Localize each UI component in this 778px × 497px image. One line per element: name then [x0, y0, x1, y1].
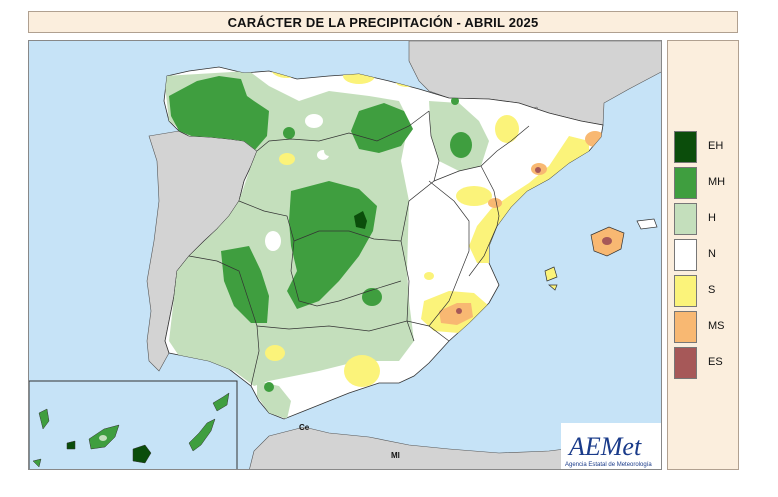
logo-subtitle: Agencia Estatal de Meteorología	[565, 462, 652, 468]
precipitation-map: Ce Ml AEMet Agencia Estatal de Meteorolo…	[28, 40, 662, 470]
border-3	[433, 125, 530, 182]
ceuta-label: Ce	[299, 423, 310, 432]
legend-swatch-mh	[674, 167, 697, 199]
legend-label-eh: EH	[708, 140, 724, 152]
area-very-humid-west	[221, 246, 269, 323]
tenerife-center	[99, 435, 107, 441]
legend-swatch-ms	[674, 311, 697, 343]
legend-label-h: H	[708, 212, 716, 224]
legend-item-h: H	[674, 203, 734, 235]
mallorca-core	[602, 237, 612, 245]
precipitation-areas	[164, 67, 603, 419]
lanzarote	[212, 392, 230, 412]
area-extremely-humid	[354, 211, 367, 229]
el-hierro	[32, 458, 42, 468]
area-extremely-dry-se	[456, 308, 462, 314]
africa-land	[249, 426, 661, 469]
legend-label-es: ES	[708, 356, 723, 368]
legend-item-ms: MS	[674, 311, 734, 343]
border-1	[256, 110, 430, 152]
formentera	[548, 284, 558, 291]
neighbour-land	[146, 41, 661, 469]
area-dry-east-1	[495, 115, 519, 143]
area-very-humid-small	[283, 127, 295, 139]
legend-item-es: ES	[674, 347, 734, 379]
legend-item-eh: EH	[674, 131, 734, 163]
legend-item-s: S	[674, 275, 734, 307]
border-8	[188, 255, 260, 387]
logo-brand: AEMet	[567, 432, 642, 461]
melilla-label: Ml	[391, 451, 400, 460]
area-very-dry-east	[488, 198, 502, 208]
la-palma	[38, 408, 50, 430]
area-extremely-dry-coast	[535, 167, 541, 173]
area-very-humid-ne	[450, 132, 472, 158]
area-dry-east-2	[456, 186, 492, 206]
area-dry-centre	[279, 153, 295, 165]
legend-label-mh: MH	[708, 176, 726, 188]
border-4	[480, 165, 500, 227]
legend-label-n: N	[708, 248, 716, 260]
border-5	[238, 200, 402, 307]
legend-item-n: N	[674, 239, 734, 271]
fuerteventura	[188, 418, 216, 452]
legend-swatch-n	[674, 239, 697, 271]
menorca	[636, 218, 658, 230]
area-very-dry-southeast	[439, 303, 473, 325]
area-dry-north-3	[395, 75, 419, 87]
area-humid	[164, 71, 414, 386]
area-very-humid-sw	[264, 382, 274, 392]
regional-borders	[188, 110, 530, 387]
area-normal-2	[265, 231, 281, 251]
map-title: CARÁCTER DE LA PRECIPITACIÓN - ABRIL 202…	[227, 14, 539, 30]
area-very-humid-ne2	[451, 97, 459, 105]
legend-item-mh: MH	[674, 167, 734, 199]
area-normal-1	[305, 114, 323, 128]
area-dry-north-1	[271, 67, 303, 78]
border-9	[428, 180, 470, 327]
area-dry-south	[344, 355, 380, 387]
area-dry-small	[424, 272, 434, 280]
legend-label-ms: MS	[708, 320, 725, 332]
legend-swatch-es	[674, 347, 697, 379]
legend-swatch-s	[674, 275, 697, 307]
gran-canaria	[132, 444, 152, 464]
area-dry-southwest	[265, 345, 285, 361]
area-very-humid-centre	[287, 181, 377, 309]
map-svg: Ce Ml AEMet Agencia Estatal de Meteorolo…	[29, 41, 661, 469]
aemet-logo: AEMet Agencia Estatal de Meteorología	[561, 423, 661, 469]
area-very-humid-se	[362, 288, 382, 306]
area-very-humid-north	[351, 103, 413, 153]
border-2	[400, 110, 440, 342]
balearic-islands	[544, 218, 658, 291]
area-normal-4	[324, 146, 334, 156]
area-very-humid-nw	[169, 76, 269, 151]
ibiza	[544, 266, 558, 282]
legend-label-s: S	[708, 284, 716, 296]
map-title-box: CARÁCTER DE LA PRECIPITACIÓN - ABRIL 202…	[28, 11, 738, 33]
legend: EH MH H N S MS ES	[667, 40, 739, 470]
la-gomera	[66, 440, 76, 450]
border-6	[293, 230, 402, 242]
canary-islands-inset	[29, 380, 238, 469]
logo-background	[561, 423, 661, 469]
legend-swatch-h	[674, 203, 697, 235]
border-10	[468, 225, 498, 277]
legend-swatch-eh	[674, 131, 697, 163]
area-dry-north-2	[343, 68, 375, 84]
